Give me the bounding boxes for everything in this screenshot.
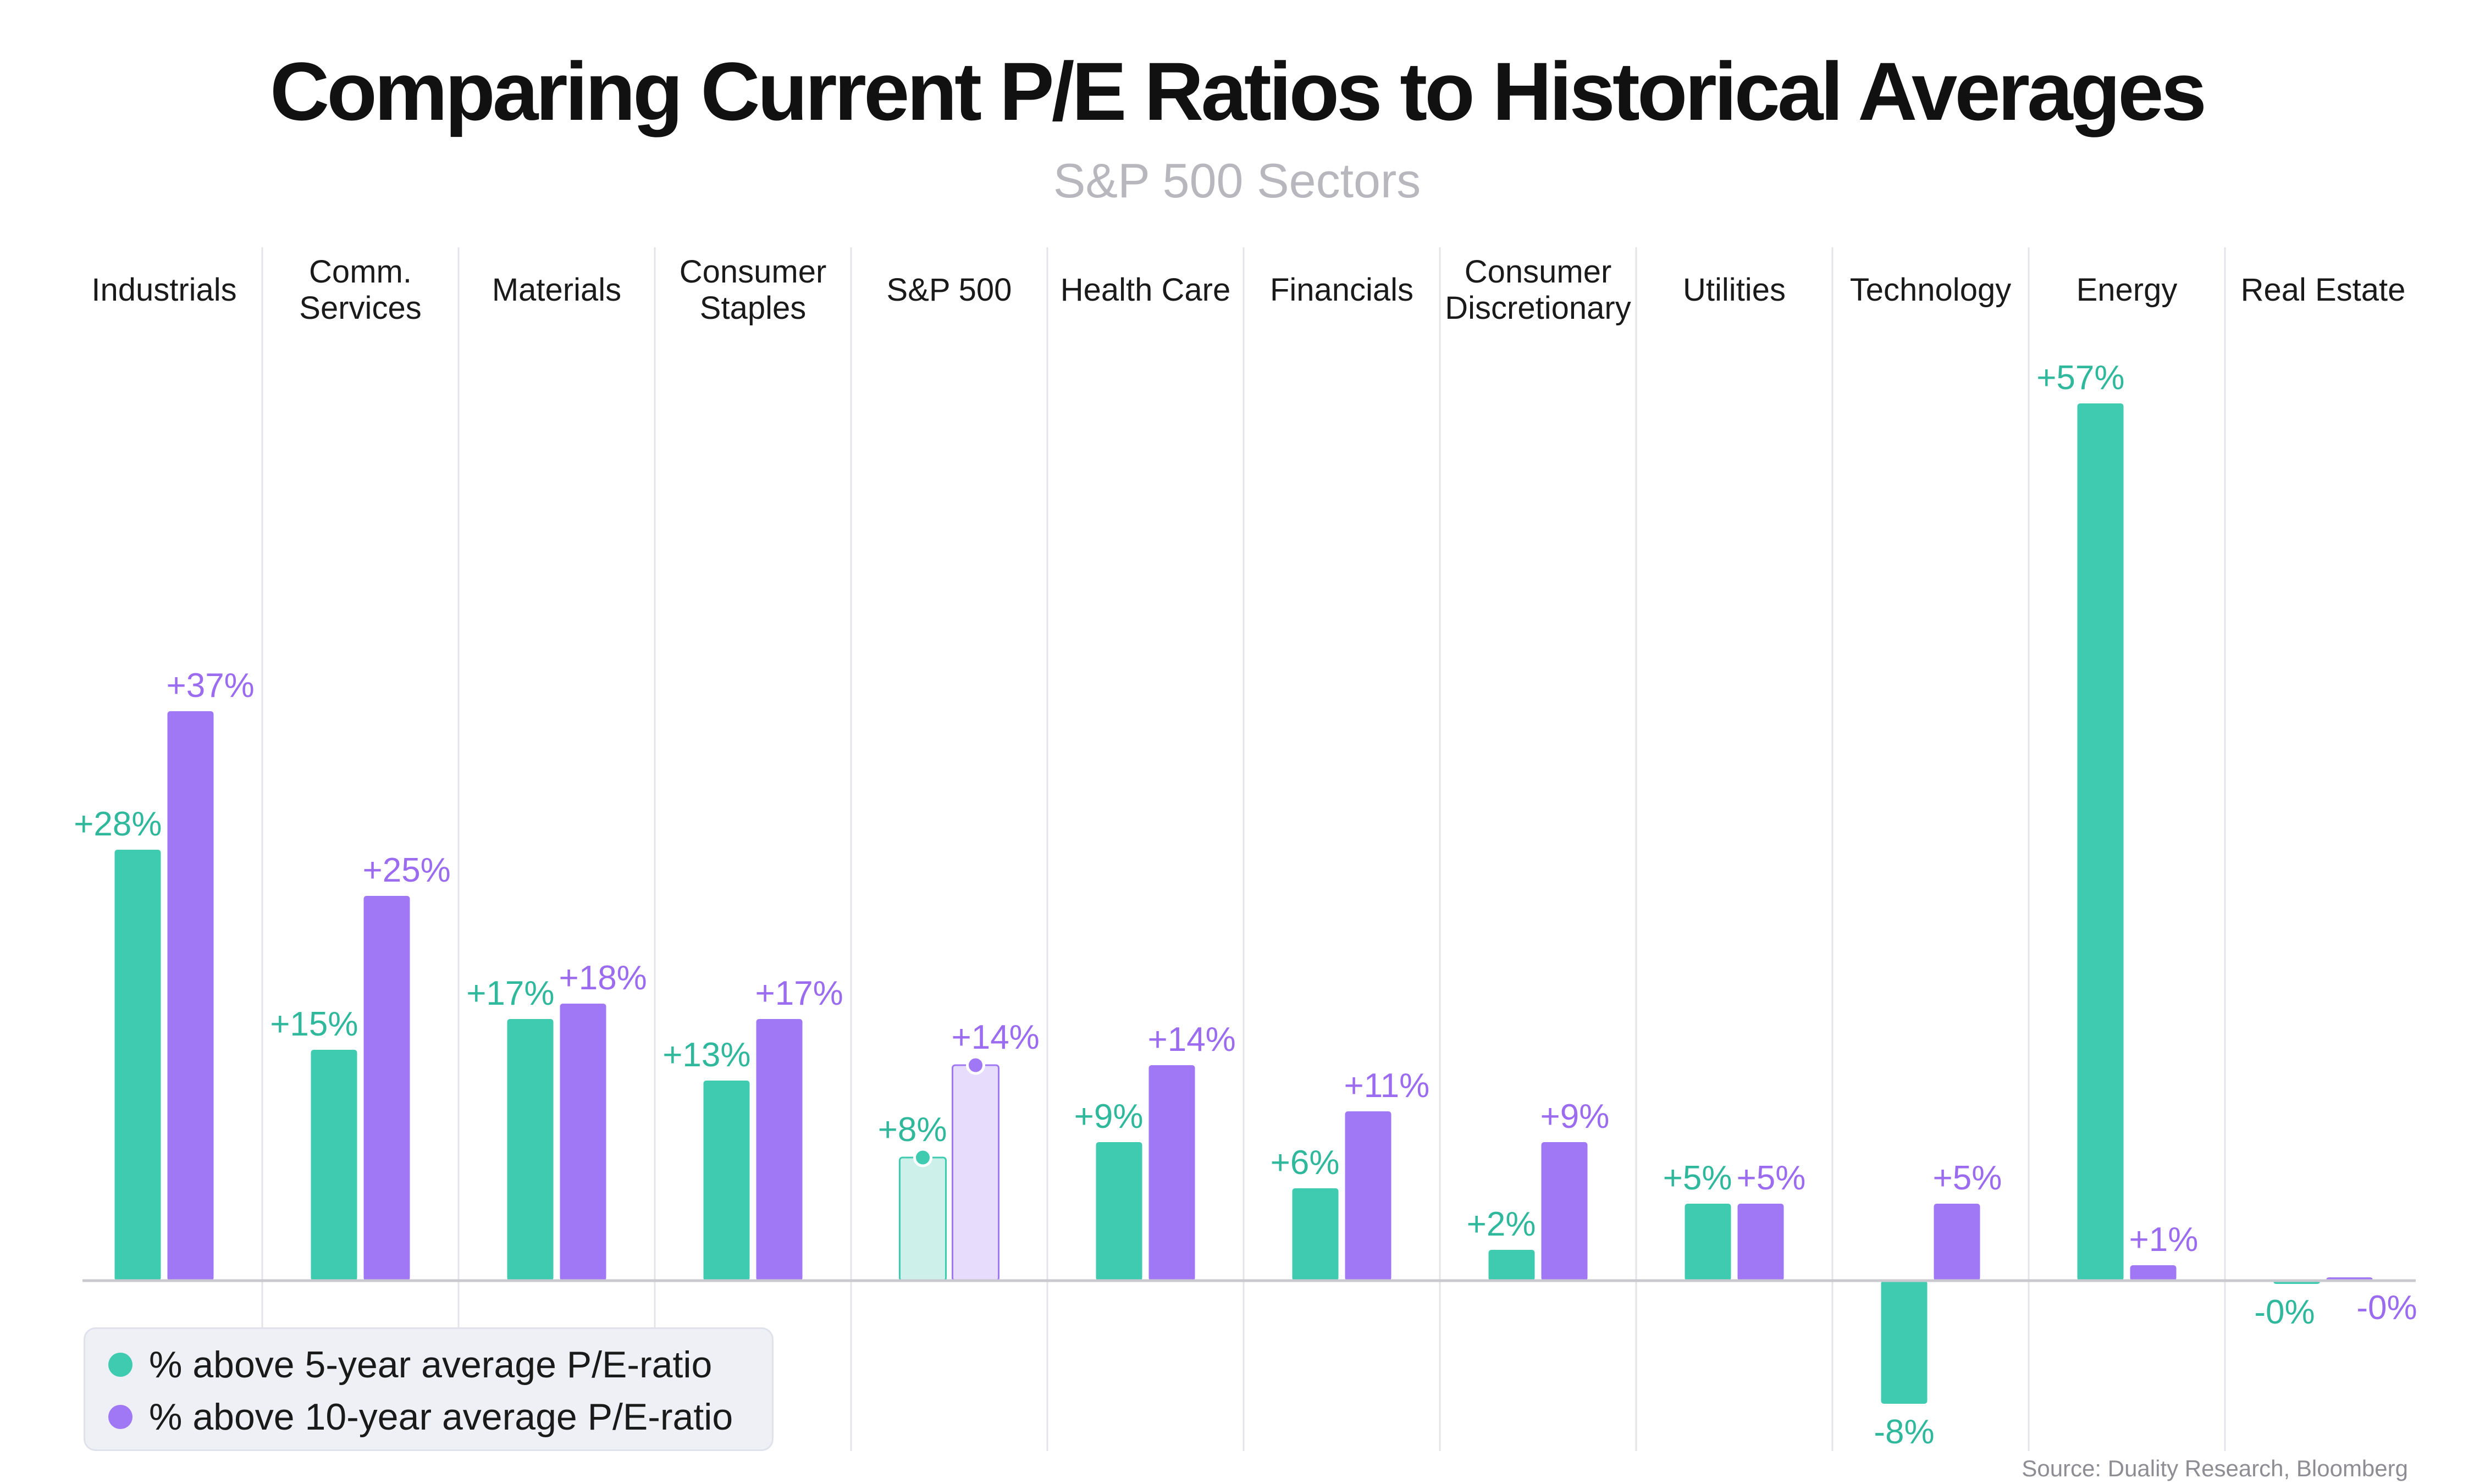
- value-label-5yr: +5%: [1663, 1159, 1732, 1197]
- bar-10yr: [1345, 1111, 1391, 1281]
- category-label: Consumer Discretionary: [1445, 254, 1631, 326]
- bar-10yr: [2130, 1265, 2177, 1281]
- bar-5yr: [899, 1156, 947, 1282]
- bar-5yr: [1488, 1250, 1535, 1281]
- value-label-10yr: +11%: [1344, 1067, 1430, 1105]
- bar-10yr: [952, 1064, 999, 1282]
- bar-5yr: [1096, 1142, 1142, 1281]
- category-label: Financials: [1269, 272, 1414, 308]
- value-label-10yr: -0%: [2356, 1289, 2417, 1327]
- bar-5yr: [507, 1019, 554, 1281]
- category-label: Utilities: [1683, 272, 1786, 308]
- value-label-10yr: +14%: [1148, 1021, 1236, 1059]
- legend-swatch-purple: [108, 1405, 132, 1429]
- value-label-10yr: +25%: [363, 851, 451, 889]
- bar-10yr: [1541, 1142, 1588, 1281]
- bar-10yr: [1934, 1204, 1980, 1281]
- legend-label-10yr: % above 10-year average P/E-ratio: [149, 1396, 733, 1438]
- marker-10yr: [966, 1055, 985, 1075]
- bar-5yr: [703, 1081, 750, 1281]
- category-label: Energy: [2076, 272, 2178, 308]
- bar-5yr: [311, 1050, 357, 1281]
- value-label-10yr: +5%: [1933, 1159, 2002, 1197]
- value-label-10yr: +9%: [1540, 1098, 1610, 1136]
- category-label: Real Estate: [2240, 272, 2406, 308]
- legend-label-5yr: % above 5-year average P/E-ratio: [149, 1344, 713, 1386]
- value-label-10yr: +18%: [559, 959, 647, 997]
- chart-subtitle: S&P 500 Sectors: [1053, 153, 1421, 208]
- bar-10yr: [167, 711, 214, 1281]
- legend-item-10yr: % above 10-year average P/E-ratio: [108, 1392, 733, 1442]
- chart-title: Comparing Current P/E Ratios to Historic…: [269, 45, 2207, 137]
- category-label: Materials: [492, 272, 622, 308]
- value-label-5yr: +6%: [1271, 1144, 1340, 1182]
- category-label: Technology: [1849, 272, 2012, 308]
- value-label-5yr: +17%: [466, 974, 554, 1012]
- category-label: Comm. Services: [299, 254, 422, 326]
- bar-10yr: [1737, 1204, 1784, 1281]
- category-label: Consumer Staples: [679, 254, 827, 326]
- value-label-10yr: +37%: [167, 667, 255, 705]
- bar-5yr: [114, 850, 161, 1281]
- category-label: S&P 500: [886, 272, 1012, 308]
- value-label-5yr: +15%: [270, 1005, 358, 1043]
- source-note: Source: Duality Research, Bloomberg: [2022, 1455, 2408, 1481]
- bar-5yr: [1685, 1204, 1731, 1281]
- category-label: Health Care: [1060, 272, 1231, 308]
- value-label-10yr: +14%: [952, 1018, 1040, 1056]
- value-label-5yr: +9%: [1074, 1098, 1144, 1136]
- legend-item-5yr: % above 5-year average P/E-ratio: [108, 1340, 712, 1389]
- bar-10yr: [363, 896, 410, 1281]
- value-label-5yr: +8%: [878, 1111, 947, 1149]
- bar-5yr: [1881, 1281, 1928, 1404]
- legend: % above 5-year average P/E-ratio % above…: [84, 1327, 774, 1451]
- value-label-5yr: +28%: [74, 805, 162, 843]
- value-label-5yr: +2%: [1467, 1205, 1536, 1243]
- category-label: Industrials: [91, 272, 237, 308]
- value-label-10yr: +17%: [755, 974, 843, 1012]
- value-label-5yr: +57%: [2036, 359, 2124, 397]
- marker-5yr: [913, 1148, 932, 1167]
- bar-10yr: [560, 1004, 606, 1281]
- value-label-5yr: -0%: [2254, 1293, 2315, 1331]
- value-label-5yr: +13%: [662, 1036, 750, 1074]
- value-label-10yr: +5%: [1737, 1159, 1806, 1197]
- value-label-5yr: -8%: [1874, 1413, 1934, 1451]
- bar-10yr: [1148, 1065, 1195, 1281]
- bar-5yr: [1292, 1188, 1339, 1281]
- bar-10yr: [756, 1019, 803, 1281]
- value-label-10yr: +1%: [2129, 1221, 2199, 1259]
- legend-swatch-teal: [108, 1353, 132, 1377]
- bar-5yr: [2077, 403, 2124, 1281]
